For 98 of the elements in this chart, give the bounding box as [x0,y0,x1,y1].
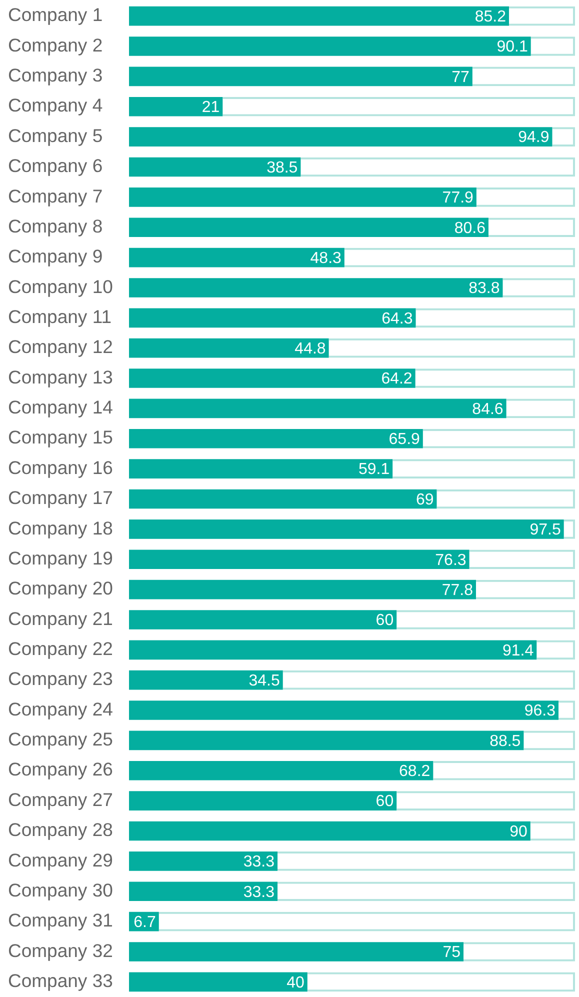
y-tick-label: Company 14 [8,396,113,418]
y-tick-label: Company 24 [8,698,113,720]
data-label: 40 [286,974,304,992]
bar [129,972,308,992]
y-tick-label: Company 22 [8,638,113,660]
y-tick-label: Company 11 [8,306,112,328]
data-label: 6.7 [134,914,156,931]
y-tick-label: Company 28 [8,819,113,840]
data-label: 44.8 [294,340,326,358]
bar [129,368,416,388]
y-tick-label: Company 2 [8,34,103,56]
y-tick-label: Company 7 [8,185,103,206]
y-tick-label: Company 32 [8,940,113,961]
y-tick-label: Company 1 [8,4,103,26]
data-label: 38.5 [266,159,298,176]
bar [129,66,472,86]
y-tick-label: Company 23 [8,668,113,690]
data-label: 76.3 [435,552,466,569]
bar [129,459,393,478]
y-tick-label: Company 4 [8,94,103,116]
y-tick-label: Company 15 [8,426,113,448]
data-label: 77.9 [442,190,474,207]
bar [129,852,278,871]
y-tick-label: Company 29 [8,849,113,870]
bar [129,6,509,26]
data-label: 65.9 [388,431,420,448]
data-label: 85.2 [474,8,506,26]
y-tick-label: Company 9 [8,246,103,267]
data-label: 77 [452,68,470,86]
data-label: 80.6 [454,220,486,237]
data-label: 77.8 [442,582,474,599]
bar [129,36,531,56]
bar [129,580,476,600]
y-tick-label: Company 27 [8,788,113,810]
data-label: 90.1 [496,38,528,56]
bar [129,821,530,841]
y-tick-label: Company 31 [8,910,113,931]
bar [129,278,503,298]
bar [129,942,464,962]
data-label: 48.3 [310,250,342,267]
data-label: 68.2 [399,763,430,780]
y-tick-label: Company 10 [8,276,113,297]
bar [129,338,329,358]
data-label: 83.8 [468,280,500,298]
bar [129,157,301,177]
data-label: 69 [416,491,434,508]
y-tick-label: Company 13 [8,366,113,388]
y-tick-label: Company 25 [8,728,113,750]
y-tick-label: Company 33 [8,970,113,992]
bar [129,670,283,690]
bar [129,127,552,146]
bar [129,218,488,238]
bar [129,96,223,116]
data-label: 75 [442,944,461,962]
bar [129,520,564,539]
data-label: 34.5 [248,672,280,690]
y-tick-label: Company 19 [8,547,113,568]
bar [129,308,416,328]
y-tick-label: Company 26 [8,758,113,780]
data-label: 60 [376,612,394,630]
data-label: 60 [376,793,394,810]
bar [129,489,437,509]
y-tick-label: Company 12 [8,336,113,358]
y-tick-label: Company 8 [8,215,103,236]
bar [129,188,476,207]
bar [129,791,397,810]
data-label: 84.6 [472,400,504,418]
bar [129,640,537,660]
bar [129,730,524,750]
data-label: 59.1 [358,461,390,478]
bar [129,760,434,780]
y-tick-label: Company 17 [8,487,113,508]
bar [129,882,278,902]
y-tick-label: Company 16 [8,456,113,478]
data-label: 96.3 [524,702,556,720]
data-label: 97.5 [530,522,561,539]
y-tick-label: Company 21 [8,608,113,629]
bar [129,550,470,570]
data-label: 88.5 [490,732,521,750]
data-label: 33.3 [243,854,275,871]
bar [129,248,344,268]
y-tick-label: Company 5 [8,124,103,146]
y-tick-label: Company 6 [8,155,103,176]
bar [129,700,558,720]
y-tick-label: Company 3 [8,64,103,86]
data-label: 90 [510,823,528,840]
bar [129,428,423,448]
data-label: 94.9 [518,129,550,146]
y-tick-label: Company 30 [8,879,113,900]
data-label: 33.3 [243,884,275,901]
bar [129,398,506,418]
data-label: 91.4 [502,642,534,660]
data-label: 21 [202,99,220,116]
y-tick-label: Company 20 [8,578,113,599]
data-label: 64.2 [381,370,412,388]
y-tick-label: Company 18 [8,517,113,538]
bar [129,610,397,630]
data-label: 64.3 [382,310,413,328]
